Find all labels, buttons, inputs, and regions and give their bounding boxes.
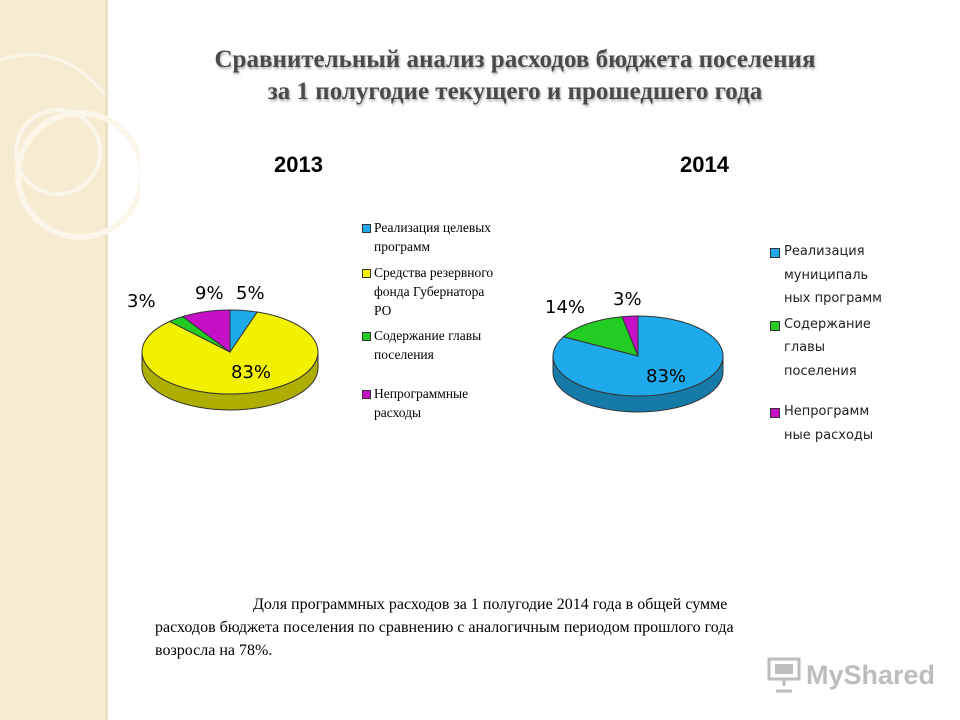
- summary-note-line2: расходов бюджета поселения по сравнению …: [155, 619, 734, 636]
- chart-2014-title: 2014: [680, 152, 729, 177]
- legend-2013-item-1: Реализация целевых программ: [362, 218, 502, 256]
- legend-2013-label-1: Реализация целевых программ: [374, 220, 492, 254]
- summary-note-line3: возросла на 78%.: [155, 642, 273, 659]
- pie-2013-label-green: 3%: [127, 291, 156, 312]
- pie-chart-2013: [141, 309, 319, 411]
- legend-2013-item-3: Содержание главы поселения: [362, 326, 502, 364]
- legend-2014: Реализация муниципаль ных программ Содер…: [770, 240, 895, 447]
- legend-2013-label-3: Содержание главы поселения: [374, 328, 482, 362]
- pie-2014-slice-3: [621, 315, 639, 357]
- legend-2013-label-4: Непрограммные расходы: [374, 386, 469, 420]
- pie-2013-label-magenta: 9%: [195, 283, 224, 304]
- summary-note-line1: Доля программных расходов за 1 полугодие…: [253, 596, 728, 613]
- pie-2014-label-green: 14%: [545, 297, 586, 318]
- legend-2013-label-2: Средства резервного фонда Губернатора РО: [374, 265, 494, 318]
- legend-2014-item-1: Реализация муниципаль ных программ: [770, 240, 895, 311]
- legend-2013-item-2: Средства резервного фонда Губернатора РО: [362, 263, 502, 320]
- side-rule: [105, 0, 108, 720]
- summary-note: Доля программных расходов за 1 полугодие…: [155, 593, 875, 662]
- legend-2014-label-1: Реализация муниципаль ных программ: [784, 244, 882, 306]
- legend-2013-swatch-green: [362, 332, 371, 341]
- legend-2014-swatch-green: [770, 320, 780, 331]
- legend-2014-label-3: Непрограмм ные расходы: [784, 404, 874, 443]
- pie-chart-2014: [552, 315, 724, 413]
- legend-2014-swatch-blue: [770, 248, 780, 258]
- legend-2013-swatch-yellow: [362, 269, 371, 278]
- pie-2014-label-magenta: 3%: [613, 289, 642, 310]
- slide-title: Сравнительный анализ расходов бюджета по…: [140, 44, 890, 108]
- pie-2013-slice-4: [181, 309, 231, 354]
- watermark: MyShared: [766, 656, 935, 696]
- chart-2013-title: 2013: [274, 152, 323, 177]
- pie-2014-slice-2: [562, 316, 639, 357]
- watermark-text: MyShared: [806, 660, 936, 690]
- decorative-circles: [0, 53, 140, 240]
- legend-2014-item-2: Содержание главы поселения: [770, 313, 895, 384]
- pie-2014-label-blue: 83%: [646, 366, 687, 387]
- pie-2013-label-blue: 5%: [236, 283, 265, 304]
- pie-2013-slice-2: [141, 311, 319, 395]
- pie-2013-label-yellow: 83%: [231, 362, 272, 383]
- presentation-icon: [767, 657, 801, 693]
- legend-2014-swatch-magenta: [770, 408, 780, 418]
- legend-2013-swatch-magenta: [362, 390, 371, 399]
- legend-2013-item-4: Непрограммные расходы: [362, 384, 502, 422]
- legend-2013-swatch-blue: [362, 224, 371, 233]
- slide-title-line2: за 1 полугодие текущего и прошедшего год…: [267, 78, 763, 105]
- legend-2014-item-3: Непрограмм ные расходы: [770, 400, 895, 447]
- legend-2014-label-2: Содержание главы поселения: [784, 316, 871, 379]
- legend-2013: Реализация целевых программ Средства рез…: [362, 218, 502, 422]
- slide-title-line1: Сравнительный анализ расходов бюджета по…: [214, 46, 816, 73]
